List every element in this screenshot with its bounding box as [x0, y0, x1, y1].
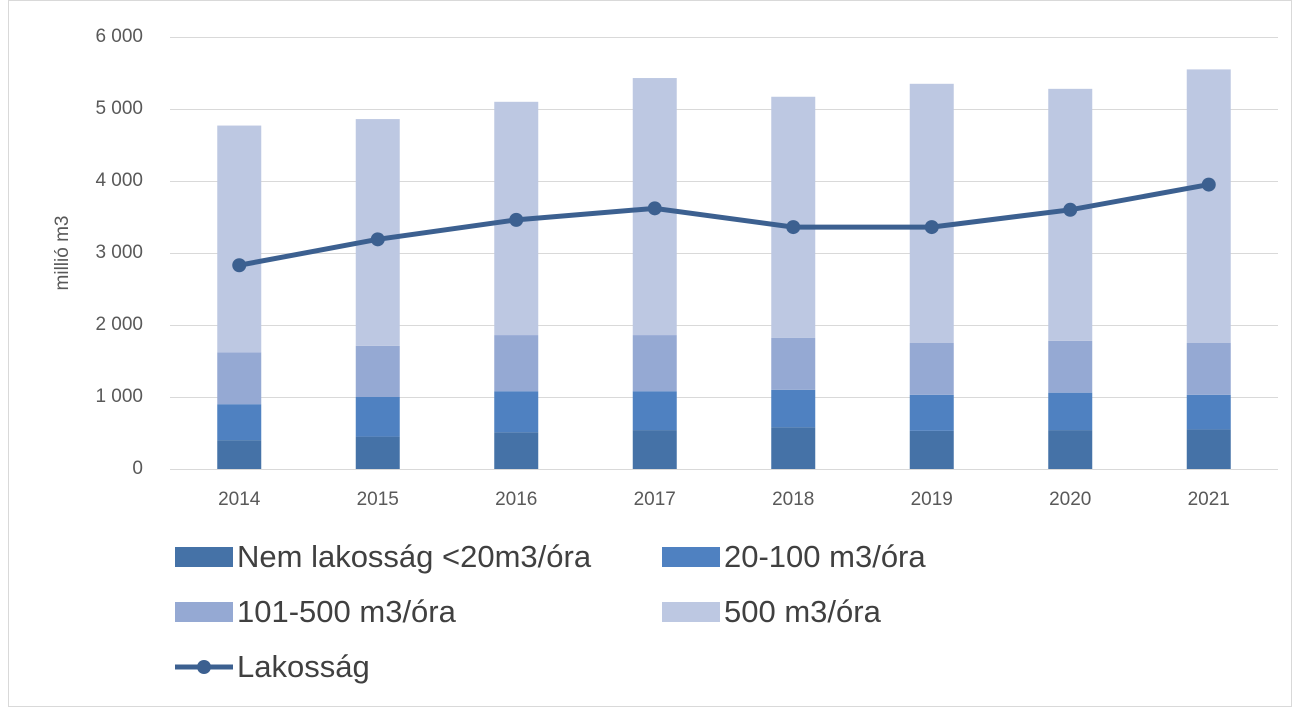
line-marker [924, 220, 939, 235]
y-tick-label: 5 000 [95, 98, 143, 119]
bar-segment [771, 427, 816, 469]
bar-segment [355, 397, 400, 437]
bar-segment [217, 125, 262, 353]
line-marker [786, 220, 801, 235]
line-marker [370, 232, 385, 247]
legend-marker [197, 660, 211, 674]
x-tick-label: 2014 [218, 489, 261, 510]
line [238, 182, 1210, 268]
bar-segment [494, 432, 539, 469]
bar-segment [1186, 394, 1231, 430]
legend-label: 101-500 m3/óra [237, 594, 457, 629]
bar-segment [1186, 343, 1231, 395]
legend-label: 20-100 m3/óra [724, 539, 926, 574]
y-tick-label: 1 000 [95, 386, 143, 407]
bar-segment [1048, 340, 1093, 393]
legend-label: Nem lakosság <20m3/óra [237, 539, 592, 574]
x-tick-label: 2021 [1188, 489, 1230, 510]
bar-segment [632, 391, 677, 431]
bar-segment [909, 343, 954, 395]
y-tick-label: 3 000 [95, 242, 143, 263]
legend-swatch [175, 547, 233, 567]
bar-segment [355, 345, 400, 397]
line-marker [1063, 202, 1078, 217]
line-marker [509, 212, 524, 227]
y-tick-label: 0 [132, 458, 143, 479]
bar-segment [355, 436, 400, 469]
bar-segment [1186, 69, 1231, 344]
bar-segment [217, 440, 262, 469]
bar-segment [1048, 430, 1093, 469]
legend-label: Lakosság [237, 649, 370, 684]
bar-segment [1048, 392, 1093, 431]
legend-swatch [175, 602, 233, 622]
x-tick-label: 2019 [911, 489, 953, 510]
legend-label: 500 m3/óra [724, 594, 882, 629]
bar-segment [217, 404, 262, 441]
bar-segment [494, 391, 539, 433]
y-tick-label: 4 000 [95, 170, 143, 191]
x-tick-label: 2015 [357, 489, 399, 510]
bar-segment [771, 96, 816, 338]
bar-segment [217, 352, 262, 405]
bar-segment [909, 430, 954, 469]
y-tick-label: 2 000 [95, 314, 143, 335]
bar-segment [632, 335, 677, 392]
x-tick-label: 2016 [495, 489, 537, 510]
y-axis-label: millió m3 [52, 216, 73, 291]
bar-segment [771, 337, 816, 390]
bar-segment [632, 430, 677, 469]
y-tick-label: 6 000 [95, 26, 143, 47]
x-tick-label: 2017 [634, 489, 676, 510]
x-tick-label: 2018 [772, 489, 814, 510]
bar-segment [1186, 429, 1231, 469]
bar-segment [771, 389, 816, 428]
x-tick-label: 2020 [1049, 489, 1091, 510]
legend-swatch [662, 547, 720, 567]
bar-segment [909, 83, 954, 344]
bar-segment [909, 394, 954, 431]
line-marker [647, 201, 662, 216]
line-marker [1201, 177, 1216, 192]
legend-swatch [662, 602, 720, 622]
bar-segment [494, 335, 539, 392]
line-marker [232, 258, 247, 273]
